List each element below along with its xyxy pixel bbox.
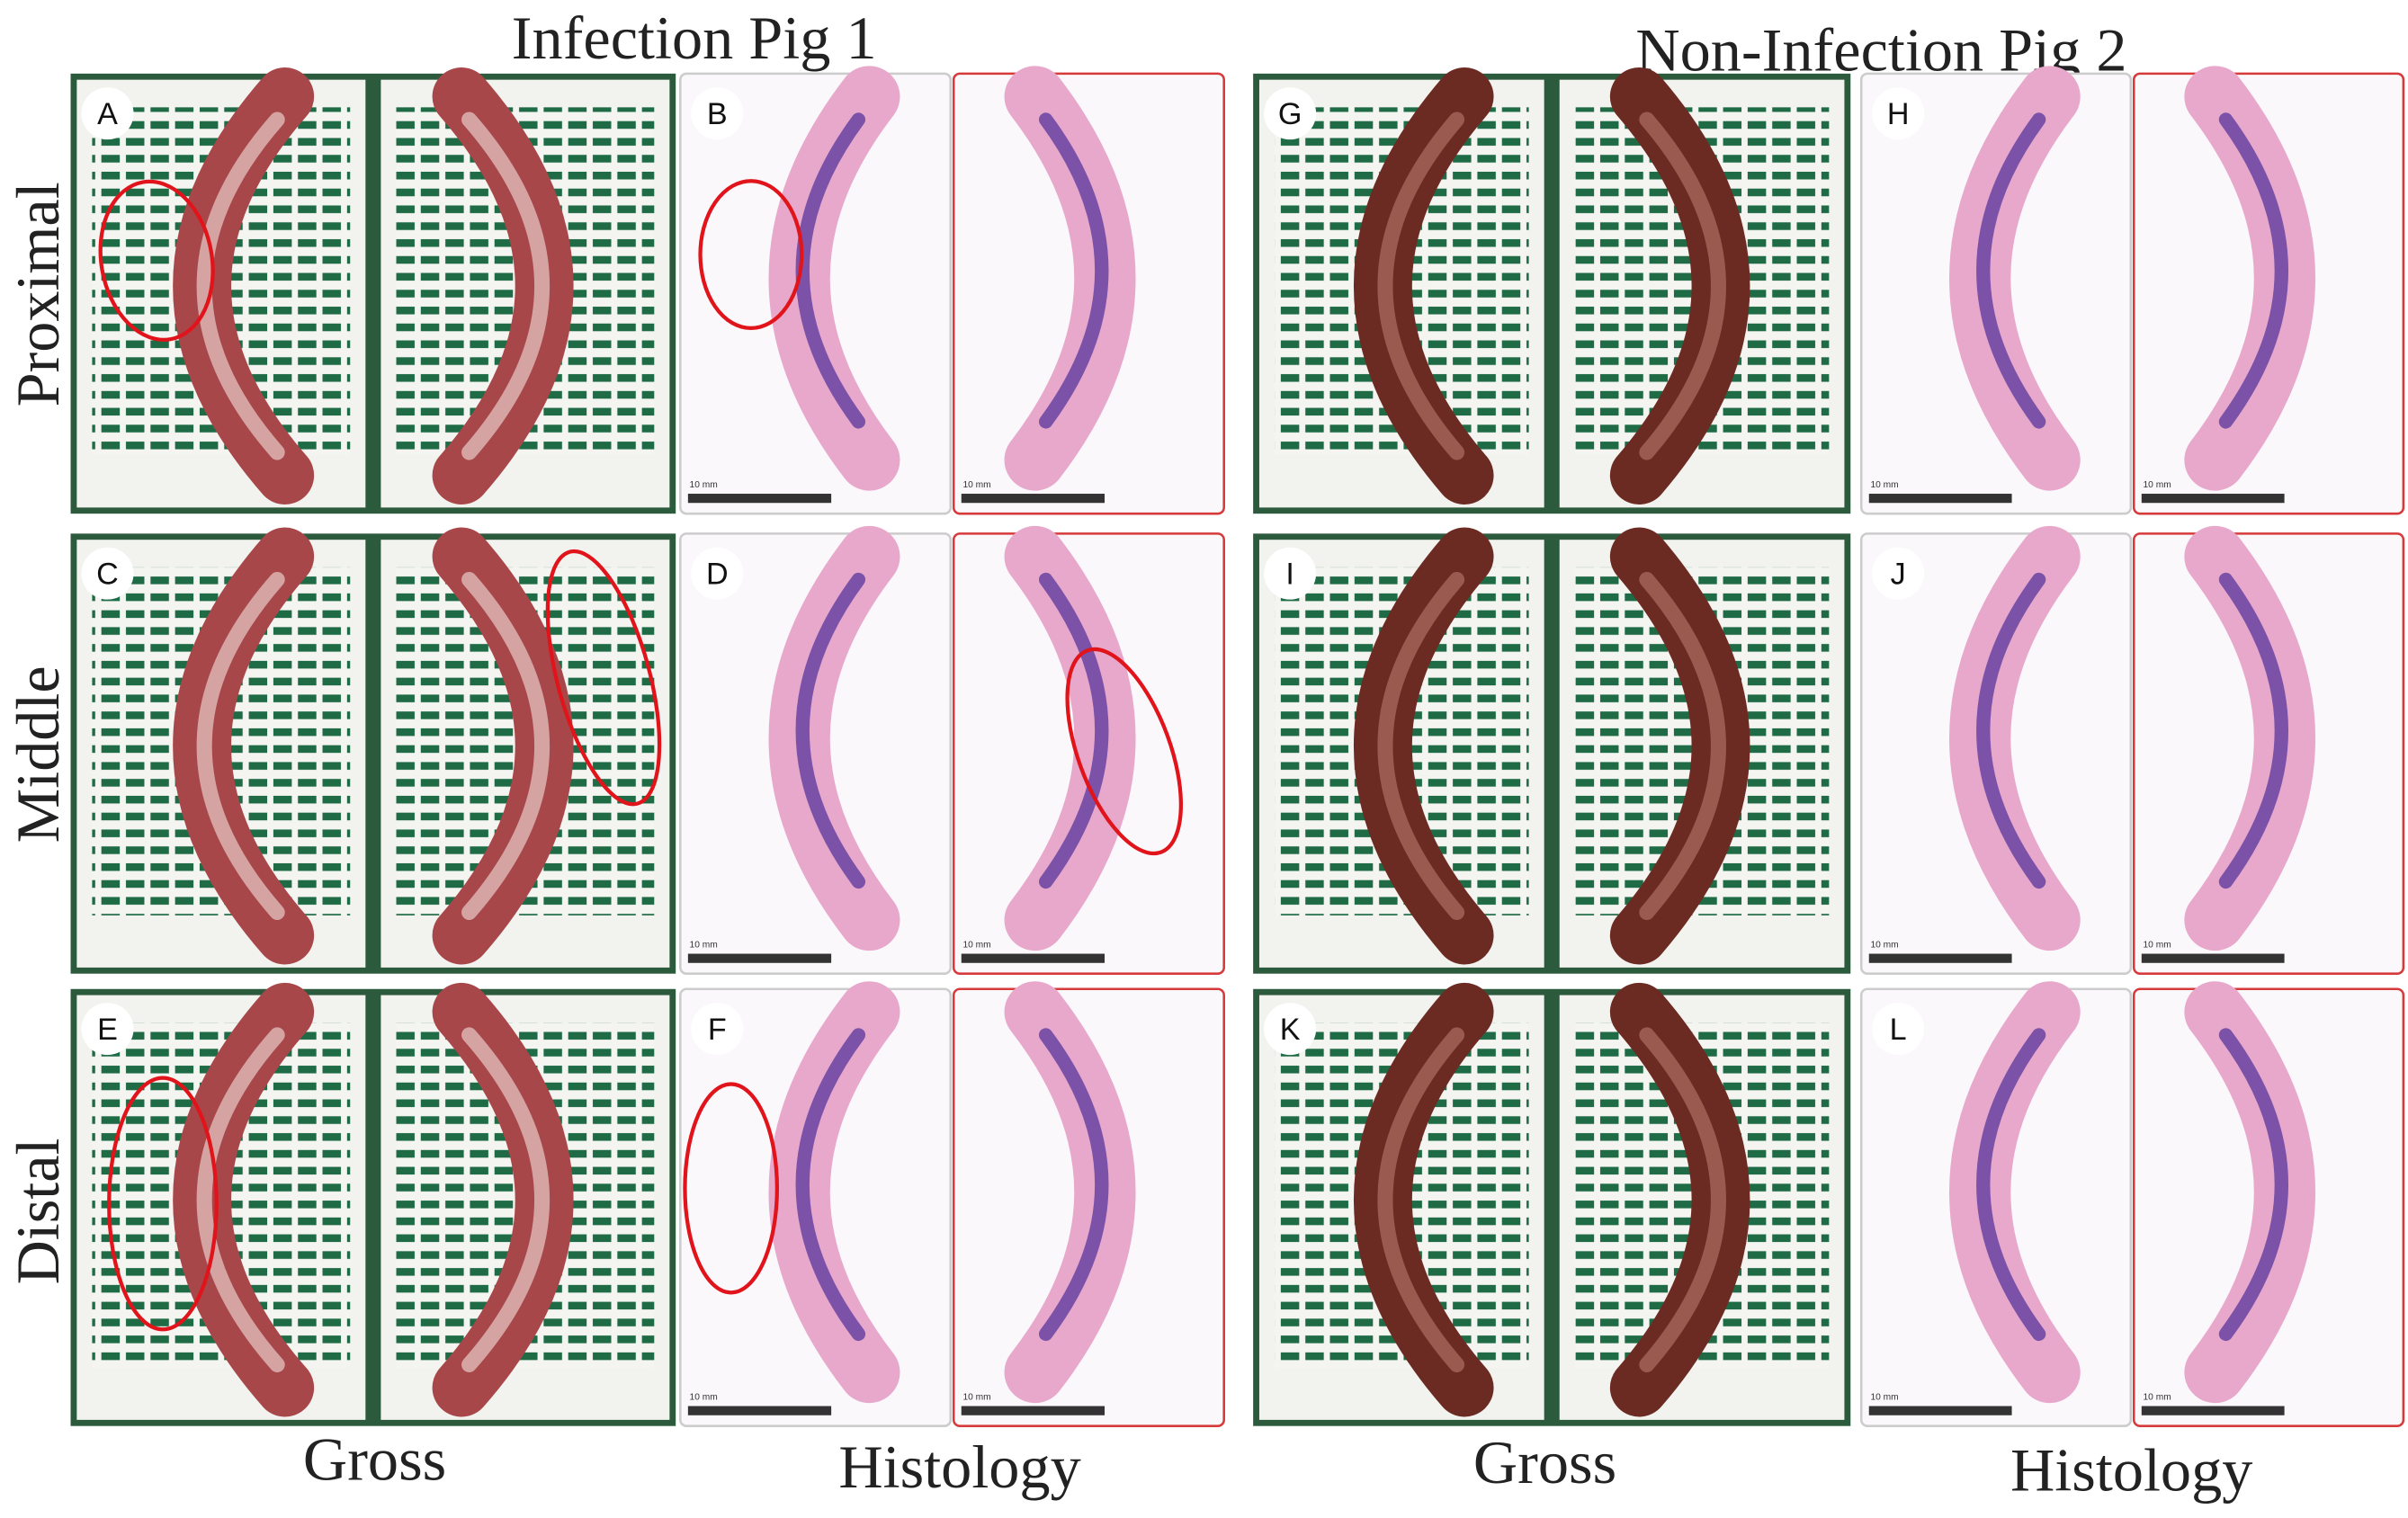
lesion-circle bbox=[698, 179, 804, 331]
tissue-highlight bbox=[461, 1027, 551, 1373]
cartilage-band bbox=[2218, 112, 2289, 429]
tissue-highlight bbox=[1377, 571, 1465, 921]
panel-badge bbox=[1264, 1003, 1317, 1056]
panel-letter: B bbox=[707, 97, 728, 131]
scale-label: 10 mm bbox=[962, 941, 990, 951]
panel-letter: L bbox=[1890, 1013, 1907, 1047]
lesion-circle bbox=[683, 1082, 780, 1295]
panel-badge bbox=[1264, 87, 1317, 140]
panel-letter: G bbox=[1278, 97, 1302, 131]
panel-badge bbox=[691, 1003, 744, 1056]
scale-label: 10 mm bbox=[1870, 1393, 1898, 1403]
cartilage-band bbox=[2218, 1028, 2289, 1342]
panel-letter: F bbox=[708, 1013, 727, 1047]
panel-badge bbox=[1872, 547, 1925, 600]
tissue-highlight bbox=[1377, 1027, 1465, 1373]
tissue-highlight bbox=[196, 112, 285, 460]
cartilage-band bbox=[795, 112, 866, 429]
cartilage-band bbox=[795, 572, 866, 889]
panel-badge bbox=[691, 547, 744, 600]
scale-label: 10 mm bbox=[962, 1393, 990, 1403]
tissue-highlight bbox=[1377, 112, 1465, 460]
scale-bar bbox=[961, 1406, 1106, 1415]
scale-label: 10 mm bbox=[1870, 941, 1898, 951]
panel-badge bbox=[1264, 547, 1317, 600]
row-label: Middle bbox=[4, 665, 72, 843]
panel-badge bbox=[691, 87, 744, 140]
tissue-highlight bbox=[461, 571, 551, 921]
scale-bar bbox=[961, 494, 1106, 504]
panel-letter: K bbox=[1280, 1013, 1301, 1047]
panel-badge bbox=[81, 87, 134, 140]
scale-bar bbox=[2141, 953, 2285, 963]
tissue-highlight bbox=[461, 112, 551, 460]
lesion-circle bbox=[1065, 647, 1183, 856]
tissue-highlight bbox=[1639, 112, 1726, 460]
scale-label: 10 mm bbox=[690, 941, 718, 951]
panel-letter: E bbox=[97, 1013, 118, 1047]
column-label: Gross bbox=[1473, 1428, 1616, 1496]
scale-bar bbox=[687, 953, 832, 963]
scale-label: 10 mm bbox=[1870, 480, 1898, 490]
cartilage-band bbox=[1976, 112, 2046, 429]
scale-bar bbox=[2141, 1406, 2285, 1415]
column-label: Histology bbox=[838, 1433, 1080, 1501]
scale-label: 10 mm bbox=[690, 480, 718, 490]
row-label: Distal bbox=[4, 1138, 72, 1285]
lesion-circle bbox=[545, 549, 662, 807]
row-label: Proximal bbox=[4, 182, 72, 406]
scale-label: 10 mm bbox=[690, 1393, 718, 1403]
cartilage-band bbox=[1038, 572, 1109, 889]
cartilage-band bbox=[1038, 112, 1109, 429]
scale-label: 10 mm bbox=[2143, 941, 2171, 951]
lesion-circle bbox=[107, 1076, 219, 1332]
scale-bar bbox=[1868, 1406, 2012, 1415]
cartilage-band bbox=[1976, 1028, 2046, 1342]
panel-letter: A bbox=[97, 97, 118, 131]
scale-bar bbox=[2141, 494, 2285, 504]
scale-bar bbox=[1868, 953, 2012, 963]
panel-badge bbox=[1872, 1003, 1925, 1056]
scale-bar bbox=[687, 494, 832, 504]
cartilage-band bbox=[795, 1028, 866, 1342]
panel-letter: I bbox=[1285, 558, 1294, 592]
panel-letter: D bbox=[706, 558, 729, 592]
scale-bar bbox=[687, 1406, 832, 1415]
lesion-circle bbox=[98, 179, 215, 342]
scale-label: 10 mm bbox=[962, 480, 990, 490]
scale-bar bbox=[1868, 494, 2012, 504]
panel-letter: C bbox=[96, 558, 119, 592]
title: Infection Pig 1 bbox=[512, 4, 877, 72]
panel-badge bbox=[81, 547, 134, 600]
cartilage-band bbox=[2218, 572, 2289, 889]
cartilage-band bbox=[1038, 1028, 1109, 1342]
panel-badge bbox=[81, 1003, 134, 1056]
scale-bar bbox=[961, 953, 1106, 963]
panel-badge bbox=[1872, 87, 1925, 140]
tissue-highlight bbox=[1639, 1027, 1726, 1373]
tissue-highlight bbox=[196, 571, 285, 921]
panel-letter: H bbox=[1887, 97, 1910, 131]
tissue-highlight bbox=[1639, 571, 1726, 921]
column-label: Histology bbox=[2010, 1435, 2252, 1504]
column-label: Gross bbox=[303, 1424, 446, 1493]
cartilage-band bbox=[1976, 572, 2046, 889]
scale-label: 10 mm bbox=[2143, 480, 2171, 490]
tissue-highlight bbox=[196, 1027, 285, 1373]
panel-letter: J bbox=[1891, 558, 1906, 592]
scale-label: 10 mm bbox=[2143, 1393, 2171, 1403]
